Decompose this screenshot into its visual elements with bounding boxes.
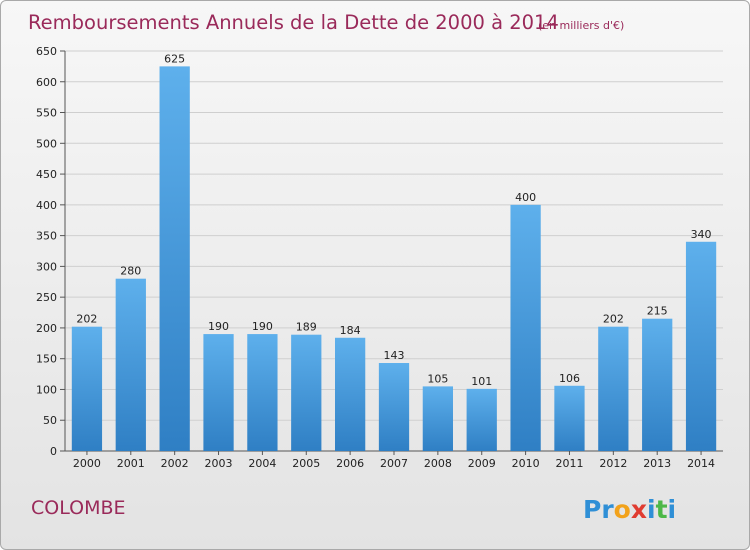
bar-2009 (466, 388, 497, 451)
y-tick-label: 0 (50, 445, 57, 458)
logo-letter: o (614, 495, 631, 524)
bar-2010 (510, 204, 541, 451)
proxiti-logo: Proxiti (583, 495, 676, 524)
logo-letter: r (601, 495, 614, 524)
bar-value-label: 190 (252, 320, 273, 333)
y-tick-label: 200 (36, 322, 57, 335)
bar-2004 (247, 334, 278, 451)
bar-value-label: 101 (471, 375, 492, 388)
y-tick-label: 400 (36, 199, 57, 212)
bar-2014 (685, 241, 717, 451)
bar-2012 (598, 326, 629, 451)
x-tick-label: 2007 (380, 457, 408, 470)
y-tick-label: 600 (36, 76, 57, 89)
x-tick-label: 2008 (424, 457, 452, 470)
logo-letter: t (656, 495, 668, 524)
bar-value-label: 202 (603, 313, 624, 326)
bar-value-label: 280 (120, 265, 141, 278)
bar-value-label: 143 (384, 349, 405, 362)
x-tick-label: 2010 (512, 457, 540, 470)
bar-2001 (115, 278, 146, 451)
y-tick-label: 650 (36, 45, 57, 58)
y-tick-label: 500 (36, 137, 57, 150)
y-tick-label: 250 (36, 291, 57, 304)
x-tick-label: 2000 (73, 457, 101, 470)
bar-value-label: 202 (76, 313, 97, 326)
bar-2007 (378, 363, 410, 451)
bar-value-label: 625 (164, 52, 185, 65)
bar-value-label: 189 (296, 321, 317, 334)
y-tick-label: 550 (36, 107, 57, 120)
x-tick-label: 2001 (117, 457, 145, 470)
y-tick-label: 50 (43, 414, 57, 427)
x-tick-label: 2006 (336, 457, 364, 470)
x-tick-label: 2014 (687, 457, 715, 470)
axis-layer: 0 50 100 150 200 250 300 350 400 450 500 550 600 650 2… (36, 45, 723, 470)
logo-letter: x (631, 495, 647, 524)
bar-2011 (554, 385, 585, 451)
bar-value-label: 105 (427, 372, 448, 385)
bar-2008 (422, 386, 454, 451)
y-tick-label: 300 (36, 260, 57, 273)
bar-value-label: 190 (208, 320, 229, 333)
bar-value-label: 184 (340, 324, 361, 337)
commune-name: COLOMBE (31, 497, 126, 519)
bar-value-label: 400 (515, 191, 536, 204)
bar-2006 (334, 337, 366, 451)
y-tick-label: 350 (36, 230, 57, 243)
x-tick-label: 2002 (161, 457, 189, 470)
bar-2013 (642, 318, 673, 451)
x-tick-label: 2012 (599, 457, 627, 470)
logo-letter: P (583, 495, 601, 524)
x-tick-label: 2005 (292, 457, 320, 470)
x-tick-label: 2009 (468, 457, 496, 470)
y-tick-label: 150 (36, 353, 57, 366)
x-tick-label: 2004 (248, 457, 276, 470)
bar-value-label: 340 (691, 228, 712, 241)
x-tick-label: 2003 (205, 457, 233, 470)
chart-title: Remboursements Annuels de la Dette de 20… (28, 11, 559, 34)
logo-letter: i (668, 495, 677, 524)
y-tick-label: 100 (36, 383, 57, 396)
bar-2002 (159, 66, 190, 451)
bar-layer: 202 280 625 190 190 189 184 143 105 101 400 106 202 2… (71, 52, 717, 451)
logo-letter: i (647, 495, 656, 524)
chart-subtitle: (en milliers d'€) (538, 19, 624, 32)
y-tick-label: 450 (36, 168, 57, 181)
x-tick-label: 2011 (555, 457, 583, 470)
x-tick-label: 2013 (643, 457, 671, 470)
bar-2005 (291, 334, 322, 451)
bar-2003 (203, 334, 234, 451)
bar-value-label: 215 (647, 305, 668, 318)
bar-value-label: 106 (559, 372, 580, 385)
bar-2000 (71, 326, 103, 451)
